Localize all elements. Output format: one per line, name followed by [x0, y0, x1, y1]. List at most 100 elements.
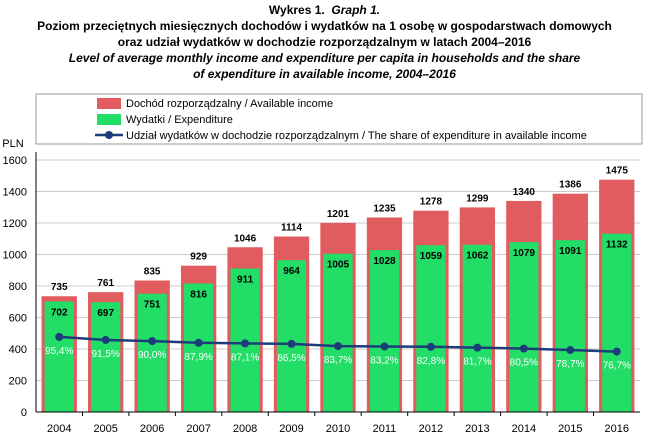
share-value-label: 83,2% [370, 355, 398, 366]
title-line-1: Wykres 1. Graph 1. [0, 2, 649, 18]
x-tick-label: 2011 [373, 423, 397, 435]
share-value-label: 78,7% [556, 359, 584, 370]
y-tick-label: 600 [9, 313, 27, 325]
share-point [426, 342, 435, 351]
share-value-label: 87,1% [231, 352, 259, 363]
bar-expenditure [509, 242, 539, 412]
income-value-label: 1278 [420, 197, 443, 208]
expenditure-value-label: 816 [190, 289, 207, 300]
bar-expenditure [555, 240, 585, 412]
expenditure-value-label: 1059 [420, 251, 443, 262]
x-tick-label: 2012 [419, 423, 443, 435]
share-point [612, 347, 621, 356]
legend-swatch-income [97, 98, 121, 109]
bar-expenditure [369, 250, 400, 412]
y-tick-label: 0 [21, 407, 27, 419]
legend-marker-share [105, 131, 113, 139]
x-tick-label: 2005 [93, 423, 117, 435]
y-tick-label: 200 [9, 376, 27, 388]
x-tick-label: 2006 [140, 423, 164, 435]
share-value-label: 82,8% [417, 356, 445, 367]
legend-label-share: Udział wydatków w dochodzie rozporządzal… [126, 130, 587, 142]
expenditure-value-label: 1005 [327, 260, 350, 271]
share-point [101, 335, 110, 344]
bar-expenditure [323, 253, 353, 412]
expenditure-value-label: 1062 [466, 251, 489, 262]
share-point [148, 337, 157, 346]
income-value-label: 735 [51, 282, 68, 293]
expenditure-value-label: 702 [51, 307, 68, 318]
x-tick-label: 2010 [326, 423, 350, 435]
title-line-5: of expenditure in available income, 2004… [193, 67, 456, 81]
legend-label-income: Dochód rozporządzalny / Available income [126, 98, 333, 110]
x-tick-label: 2004 [47, 423, 71, 435]
share-value-label: 86,5% [277, 353, 305, 364]
bar-expenditure [91, 302, 121, 412]
share-point [241, 339, 250, 348]
expenditure-value-label: 964 [283, 266, 300, 277]
legend-box [35, 93, 643, 145]
income-value-label: 1475 [606, 166, 629, 177]
share-value-label: 76,7% [603, 361, 631, 372]
x-tick-label: 2007 [186, 423, 210, 435]
title-line-4: Level of average monthly income and expe… [68, 51, 581, 65]
bar-expenditure [183, 283, 214, 412]
bar-expenditure [44, 301, 74, 412]
title-line-2: Poziom przeciętnych miesięcznych dochodó… [37, 19, 612, 33]
share-value-label: 80,5% [510, 358, 538, 369]
bar-expenditure [137, 293, 167, 412]
expenditure-value-label: 697 [97, 308, 114, 319]
share-value-label: 83,7% [324, 355, 352, 366]
income-value-label: 1114 [281, 223, 303, 234]
share-point [566, 346, 575, 355]
y-tick-label: 1000 [3, 250, 27, 262]
y-tick-label: 1200 [3, 218, 27, 230]
expenditure-value-label: 1091 [559, 246, 582, 257]
share-point [334, 342, 342, 351]
share-point [380, 342, 389, 351]
expenditure-value-label: 911 [237, 275, 254, 286]
x-tick-label: 2016 [605, 423, 629, 435]
share-value-label: 81,7% [463, 357, 491, 368]
income-value-label: 1046 [234, 233, 257, 244]
expenditure-value-label: 1028 [373, 256, 396, 267]
x-tick-label: 2014 [512, 423, 536, 435]
x-tick-label: 2015 [558, 423, 582, 435]
expenditure-value-label: 1132 [606, 240, 628, 251]
x-tick-label: 2009 [279, 423, 303, 435]
income-value-label: 929 [190, 252, 207, 263]
x-tick-label: 2013 [465, 423, 489, 435]
income-value-label: 1340 [513, 187, 536, 198]
share-point [519, 344, 528, 353]
expenditure-value-label: 1079 [513, 248, 536, 259]
bar-expenditure [602, 233, 632, 412]
share-value-label: 87,9% [184, 352, 212, 363]
share-point [287, 339, 296, 348]
share-value-label: 91,5% [92, 349, 120, 360]
chart-titles: Wykres 1. Graph 1. Poziom przeciętnych m… [0, 2, 649, 82]
y-axis-label: PLN [2, 138, 23, 150]
title-line-3: oraz udział wydatków w dochodzie rozporz… [117, 35, 532, 49]
x-tick-label: 2008 [233, 423, 257, 435]
y-tick-label: 1600 [3, 155, 27, 167]
bar-expenditure [416, 245, 446, 412]
income-value-label: 1299 [466, 193, 489, 204]
share-value-label: 90,0% [138, 350, 166, 361]
legend-label-expenditure: Wydatki / Expenditure [126, 114, 233, 126]
income-value-label: 761 [97, 278, 114, 289]
title-graph-en: Graph 1. [331, 3, 381, 17]
bar-expenditure [276, 260, 307, 412]
income-value-label: 1201 [327, 209, 350, 220]
share-point [473, 343, 482, 352]
income-value-label: 835 [144, 266, 161, 277]
share-value-label: 95,4% [45, 346, 73, 357]
income-value-label: 1235 [373, 203, 396, 214]
y-tick-label: 400 [9, 344, 27, 356]
expenditure-value-label: 751 [144, 300, 161, 311]
y-tick-label: 800 [9, 281, 27, 293]
y-tick-label: 1400 [3, 187, 27, 199]
legend-swatch-expenditure [97, 114, 121, 125]
share-point [55, 332, 64, 341]
income-value-label: 1386 [559, 180, 582, 191]
